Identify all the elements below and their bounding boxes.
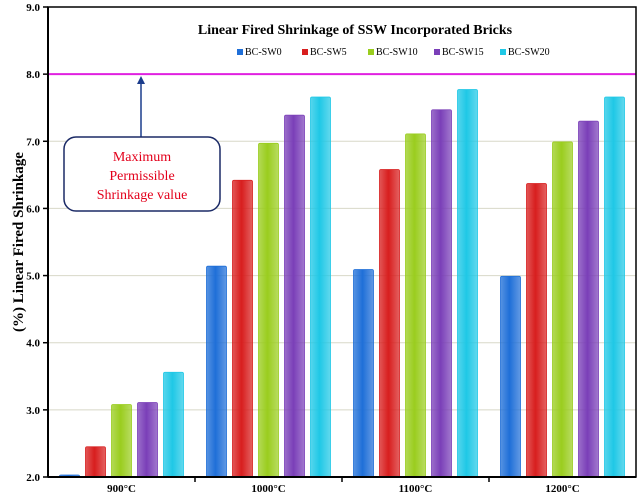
y-axis-label: (%) Linear Fired Shrinkage xyxy=(11,152,27,332)
y-tick-label: 5.0 xyxy=(26,271,40,283)
y-tick-label: 4.0 xyxy=(26,338,40,350)
arrowhead-icon xyxy=(137,76,145,84)
y-tick-label: 9.0 xyxy=(26,2,40,14)
bar-bc-sw15 xyxy=(284,114,305,478)
legend-swatch xyxy=(500,49,506,55)
bar-bc-sw0 xyxy=(500,275,521,478)
legend-swatch xyxy=(237,49,243,55)
bar-bc-sw20 xyxy=(310,96,331,478)
bar-bc-sw15 xyxy=(137,402,158,478)
y-tick-label: 3.0 xyxy=(26,405,40,417)
annotation-text: Maximum xyxy=(113,150,171,165)
legend-label: BC-SW20 xyxy=(508,47,550,58)
y-tick-label: 6.0 xyxy=(26,203,40,215)
y-tick-label: 8.0 xyxy=(26,69,40,81)
legend-label: BC-SW0 xyxy=(245,47,282,58)
bar-bc-sw5 xyxy=(232,179,253,478)
y-tick-label: 2.0 xyxy=(26,472,40,484)
bar-bc-sw5 xyxy=(526,183,547,478)
annotation-text: Shrinkage value xyxy=(97,188,188,203)
legend-swatch xyxy=(302,49,308,55)
annotation-box xyxy=(63,136,221,212)
legend-label: BC-SW5 xyxy=(310,47,347,58)
x-tick-label: 1100°C xyxy=(399,483,433,495)
bar-bc-sw20 xyxy=(604,96,625,478)
bar-bc-sw10 xyxy=(405,133,426,478)
bar-bc-sw20 xyxy=(163,371,184,478)
bar-bc-sw0 xyxy=(206,265,227,478)
y-tick-label: 7.0 xyxy=(26,136,40,148)
legend-swatch xyxy=(368,49,374,55)
legend-label: BC-SW15 xyxy=(442,47,484,58)
annotation-text: Permissible xyxy=(109,169,174,184)
bar-bc-sw5 xyxy=(379,169,400,478)
bar-bc-sw5 xyxy=(85,446,106,478)
x-tick-label: 900°C xyxy=(107,483,136,495)
legend-label: BC-SW10 xyxy=(376,47,418,58)
bar-bc-sw15 xyxy=(431,109,452,478)
legend-swatch xyxy=(434,49,440,55)
x-tick-label: 1000°C xyxy=(251,483,285,495)
bar-bc-sw0 xyxy=(353,269,374,478)
plot-border xyxy=(47,6,637,478)
bar-bc-sw15 xyxy=(578,120,599,478)
bar-bc-sw20 xyxy=(457,89,478,478)
chart-title: Linear Fired Shrinkage of SSW Incorporat… xyxy=(198,23,513,38)
bar-bc-sw10 xyxy=(111,404,132,478)
bar-bc-sw10 xyxy=(258,142,279,478)
x-tick-label: 1200°C xyxy=(545,483,579,495)
bar-bc-sw10 xyxy=(552,141,573,478)
